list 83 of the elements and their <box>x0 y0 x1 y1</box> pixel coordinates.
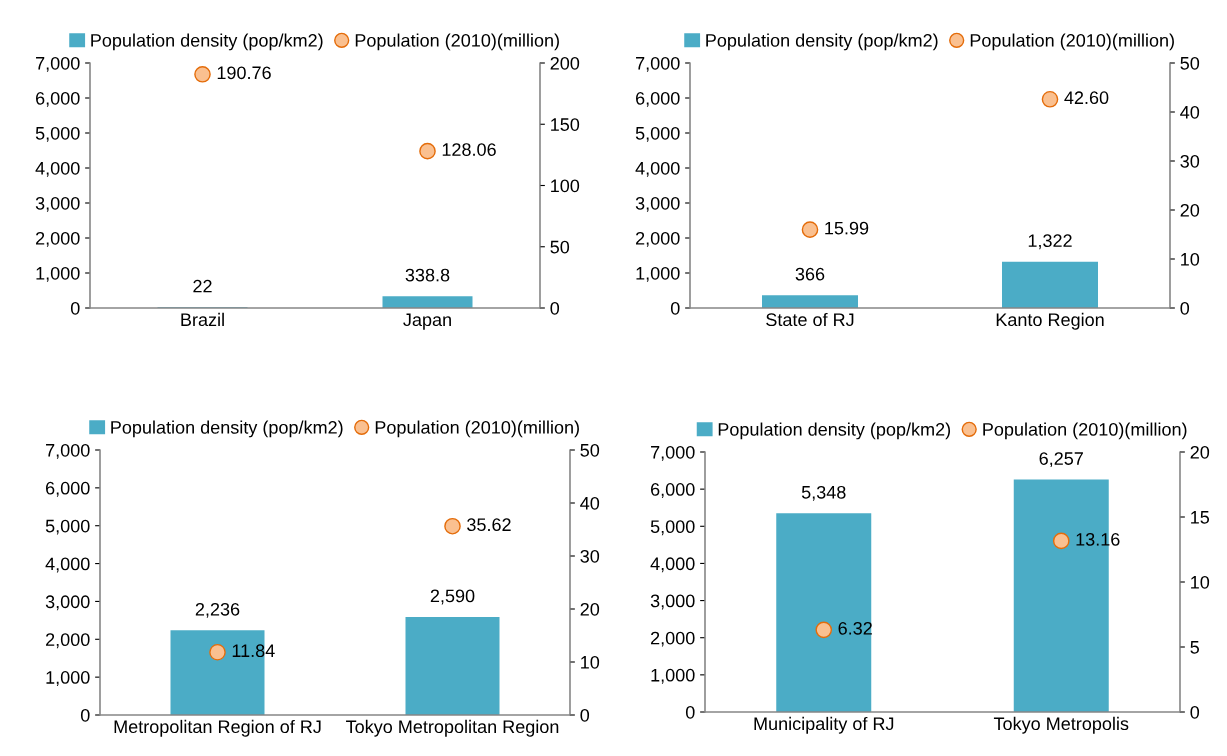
y-tick-label: 5,000 <box>635 126 680 142</box>
data-label: 338.8 <box>405 268 450 282</box>
y2-tick-label: 100 <box>551 179 580 193</box>
x-tick-label: Tokyo Metropolitan Region <box>346 719 559 737</box>
y-tick-label: 0 <box>685 705 695 719</box>
y2-tick-label: 10 <box>581 655 600 669</box>
y2-tick-label: 5 <box>1190 641 1200 654</box>
y-tick-label: 7,000 <box>46 443 90 459</box>
data-label: 128.06 <box>442 143 496 156</box>
data-label: 1,322 <box>1028 234 1072 250</box>
y-tick-label: 6,000 <box>46 481 90 497</box>
y2-tick-label: 15 <box>1191 511 1210 524</box>
y2-tick-label: 30 <box>1180 154 1200 168</box>
x-tick-label: Municipality of RJ <box>754 716 894 734</box>
y-tick-label: 6,000 <box>36 91 80 107</box>
data-label: 2,236 <box>195 602 240 618</box>
legend-label: Population density (pop/km2) <box>91 33 323 51</box>
y-tick-label: 5,000 <box>45 519 90 535</box>
y-tick-label: 4,000 <box>635 161 680 177</box>
y2-tick-label: 10 <box>1181 252 1200 266</box>
data-label: 15.99 <box>825 221 869 235</box>
data-label: 22 <box>193 279 212 293</box>
legend-label: Population (2010)(million) <box>355 33 559 51</box>
data-label: 190.76 <box>217 66 271 80</box>
y-tick-label: 1,000 <box>651 668 695 684</box>
y2-tick-label: 40 <box>1180 105 1200 119</box>
y2-tick-label: 50 <box>1180 56 1200 70</box>
y2-tick-label: 40 <box>580 496 600 510</box>
legend-label: Population (2010)(million) <box>375 420 579 438</box>
y-tick-label: 3,000 <box>35 196 80 212</box>
y-tick-label: 4,000 <box>35 161 80 177</box>
legend-label: Population density (pop/km2) <box>706 33 938 51</box>
y-tick-label: 2,000 <box>46 633 90 649</box>
y2-tick-label: 0 <box>580 708 590 722</box>
legend-label: Population density (pop/km2) <box>718 422 951 440</box>
y-tick-label: 2,000 <box>36 231 80 247</box>
y-tick-label: 6,000 <box>651 483 695 498</box>
y-tick-label: 7,000 <box>651 445 695 461</box>
y2-tick-label: 20 <box>580 602 600 616</box>
y2-tick-label: 200 <box>550 56 580 70</box>
y-tick-label: 7,000 <box>36 56 80 72</box>
x-tick-label: State of RJ <box>766 312 854 327</box>
y2-tick-label: 20 <box>1190 445 1210 459</box>
y-tick-label: 1,000 <box>36 266 80 282</box>
y-tick-label: 3,000 <box>635 196 680 212</box>
y-tick-label: 2,000 <box>651 631 695 647</box>
y2-tick-label: 150 <box>551 118 580 131</box>
y-tick-label: 2,000 <box>636 231 680 247</box>
x-tick-label: Kanto Region <box>996 312 1104 330</box>
y2-tick-label: 0 <box>1190 705 1200 719</box>
y2-tick-label: 50 <box>550 240 570 254</box>
data-label: 5,348 <box>801 485 846 501</box>
legend-label: Population (2010)(million) <box>970 33 1174 51</box>
y-tick-label: 0 <box>80 708 90 722</box>
y2-tick-label: 10 <box>1191 575 1210 589</box>
data-label: 6,257 <box>1039 452 1083 468</box>
x-tick-label: Japan <box>403 313 451 330</box>
y-tick-label: 4,000 <box>650 557 695 573</box>
data-label: 2,590 <box>430 589 475 605</box>
x-tick-label: Brazil <box>181 312 224 327</box>
data-label: 366 <box>795 267 825 281</box>
y-tick-label: 5,000 <box>35 126 80 142</box>
y-tick-label: 7,000 <box>636 56 680 72</box>
y-tick-label: 0 <box>670 301 680 315</box>
y2-tick-label: 50 <box>580 443 600 457</box>
y2-tick-label: 30 <box>580 549 600 563</box>
y-tick-label: 1,000 <box>636 266 680 282</box>
y2-tick-label: 0 <box>550 301 560 315</box>
data-label: 42.60 <box>1064 91 1109 105</box>
x-tick-label: Tokyo Metropolis <box>993 716 1129 734</box>
y2-tick-label: 20 <box>1180 203 1200 217</box>
legend-label: Population density (pop/km2) <box>111 420 343 438</box>
data-label: 35.62 <box>467 518 511 532</box>
legend-label: Population (2010)(million) <box>983 422 1187 440</box>
y-tick-label: 0 <box>70 301 80 315</box>
y-tick-label: 1,000 <box>46 671 90 686</box>
y-tick-label: 3,000 <box>45 595 90 611</box>
y2-tick-label: 0 <box>1180 301 1190 315</box>
x-tick-label: Metropolitan Region of RJ <box>114 719 321 737</box>
y-tick-label: 3,000 <box>650 594 695 610</box>
y-tick-label: 4,000 <box>45 557 90 573</box>
y-tick-label: 5,000 <box>650 520 695 536</box>
y-tick-label: 6,000 <box>636 91 680 107</box>
